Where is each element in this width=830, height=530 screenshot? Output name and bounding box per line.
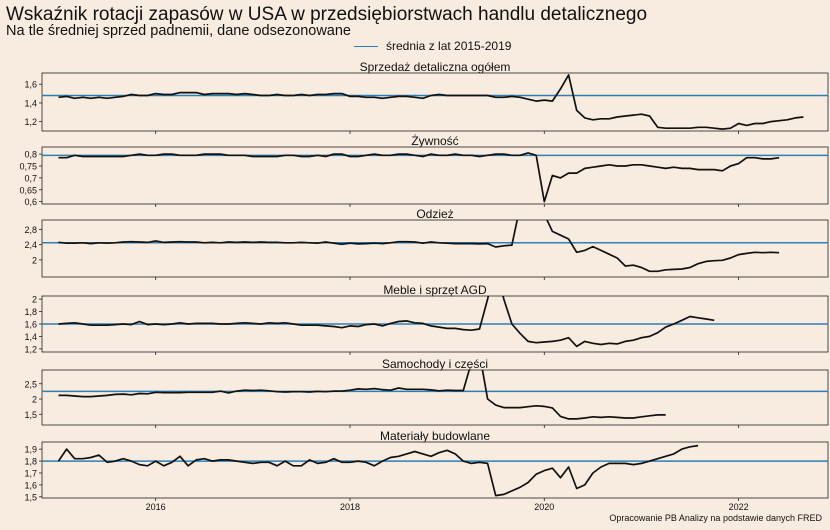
x-tick-label: 2016: [146, 502, 166, 512]
y-tick-label: 2,4: [24, 240, 37, 250]
y-tick-label: 1,2: [24, 117, 37, 127]
panel-frame: [41, 72, 829, 132]
series-line: [58, 296, 715, 348]
y-tick-label: 1,5: [24, 492, 37, 502]
legend: średnia z lat 2015-2019: [354, 39, 511, 53]
panel-title: Sprzedaż detaliczna ogółem: [360, 60, 511, 74]
panel-frame: [41, 146, 829, 205]
y-tick-label: 1,9: [24, 445, 37, 455]
panel-title: Odzież: [416, 207, 453, 221]
panel-frame: [41, 219, 829, 278]
panel-title: Materiały budowlane: [380, 429, 490, 443]
y-tick-label: 2: [32, 295, 37, 305]
panel-frame: [41, 441, 829, 499]
y-tick-label: 2: [32, 255, 37, 265]
y-tick-label: 0,8: [24, 150, 37, 160]
x-tick-label: 2020: [534, 502, 554, 512]
series-line: [58, 220, 780, 273]
panel-title: Żywność: [411, 134, 458, 148]
x-tick-label: 2018: [340, 502, 360, 512]
y-tick-label: 2,5: [24, 379, 37, 389]
y-tick-label: 1,5: [24, 410, 37, 420]
y-tick-label: 0,75: [19, 162, 37, 172]
legend-label: średnia z lat 2015-2019: [386, 39, 512, 53]
legend-swatch: [354, 45, 378, 47]
chart-subtitle: Na tle średniej sprzed padnemii, dane od…: [6, 23, 351, 39]
y-tick-label: 1,6: [24, 80, 37, 90]
y-tick-label: 1,2: [24, 344, 37, 354]
series-line: [58, 74, 804, 130]
y-tick-label: 1,4: [24, 332, 37, 342]
chart-title: Wskaźnik rotacji zapasów w USA w przedsi…: [6, 4, 648, 25]
panel-title: Meble i sprzęt AGD: [383, 283, 487, 297]
y-tick-label: 2,8: [24, 225, 37, 235]
panel-title: Samochody i części: [382, 357, 488, 371]
series-line: [58, 152, 780, 203]
y-tick-label: 0,65: [19, 185, 37, 195]
y-tick-label: 1,7: [24, 468, 37, 478]
y-tick-label: 1,6: [24, 480, 37, 490]
y-tick-label: 0,6: [24, 197, 37, 207]
y-tick-label: 2: [32, 395, 37, 405]
y-tick-label: 1,4: [24, 98, 37, 108]
y-tick-label: 0,7: [24, 173, 37, 183]
panel-frame: [41, 369, 829, 426]
series-line: [58, 370, 666, 420]
x-tick-label: 2022: [729, 502, 749, 512]
series-line: [57, 444, 699, 497]
source-note: Opracowanie PB Analizy na podstawie dany…: [609, 513, 822, 523]
y-tick-label: 1,8: [24, 457, 37, 467]
y-tick-label: 1,6: [24, 320, 37, 330]
y-tick-label: 1,8: [24, 307, 37, 317]
